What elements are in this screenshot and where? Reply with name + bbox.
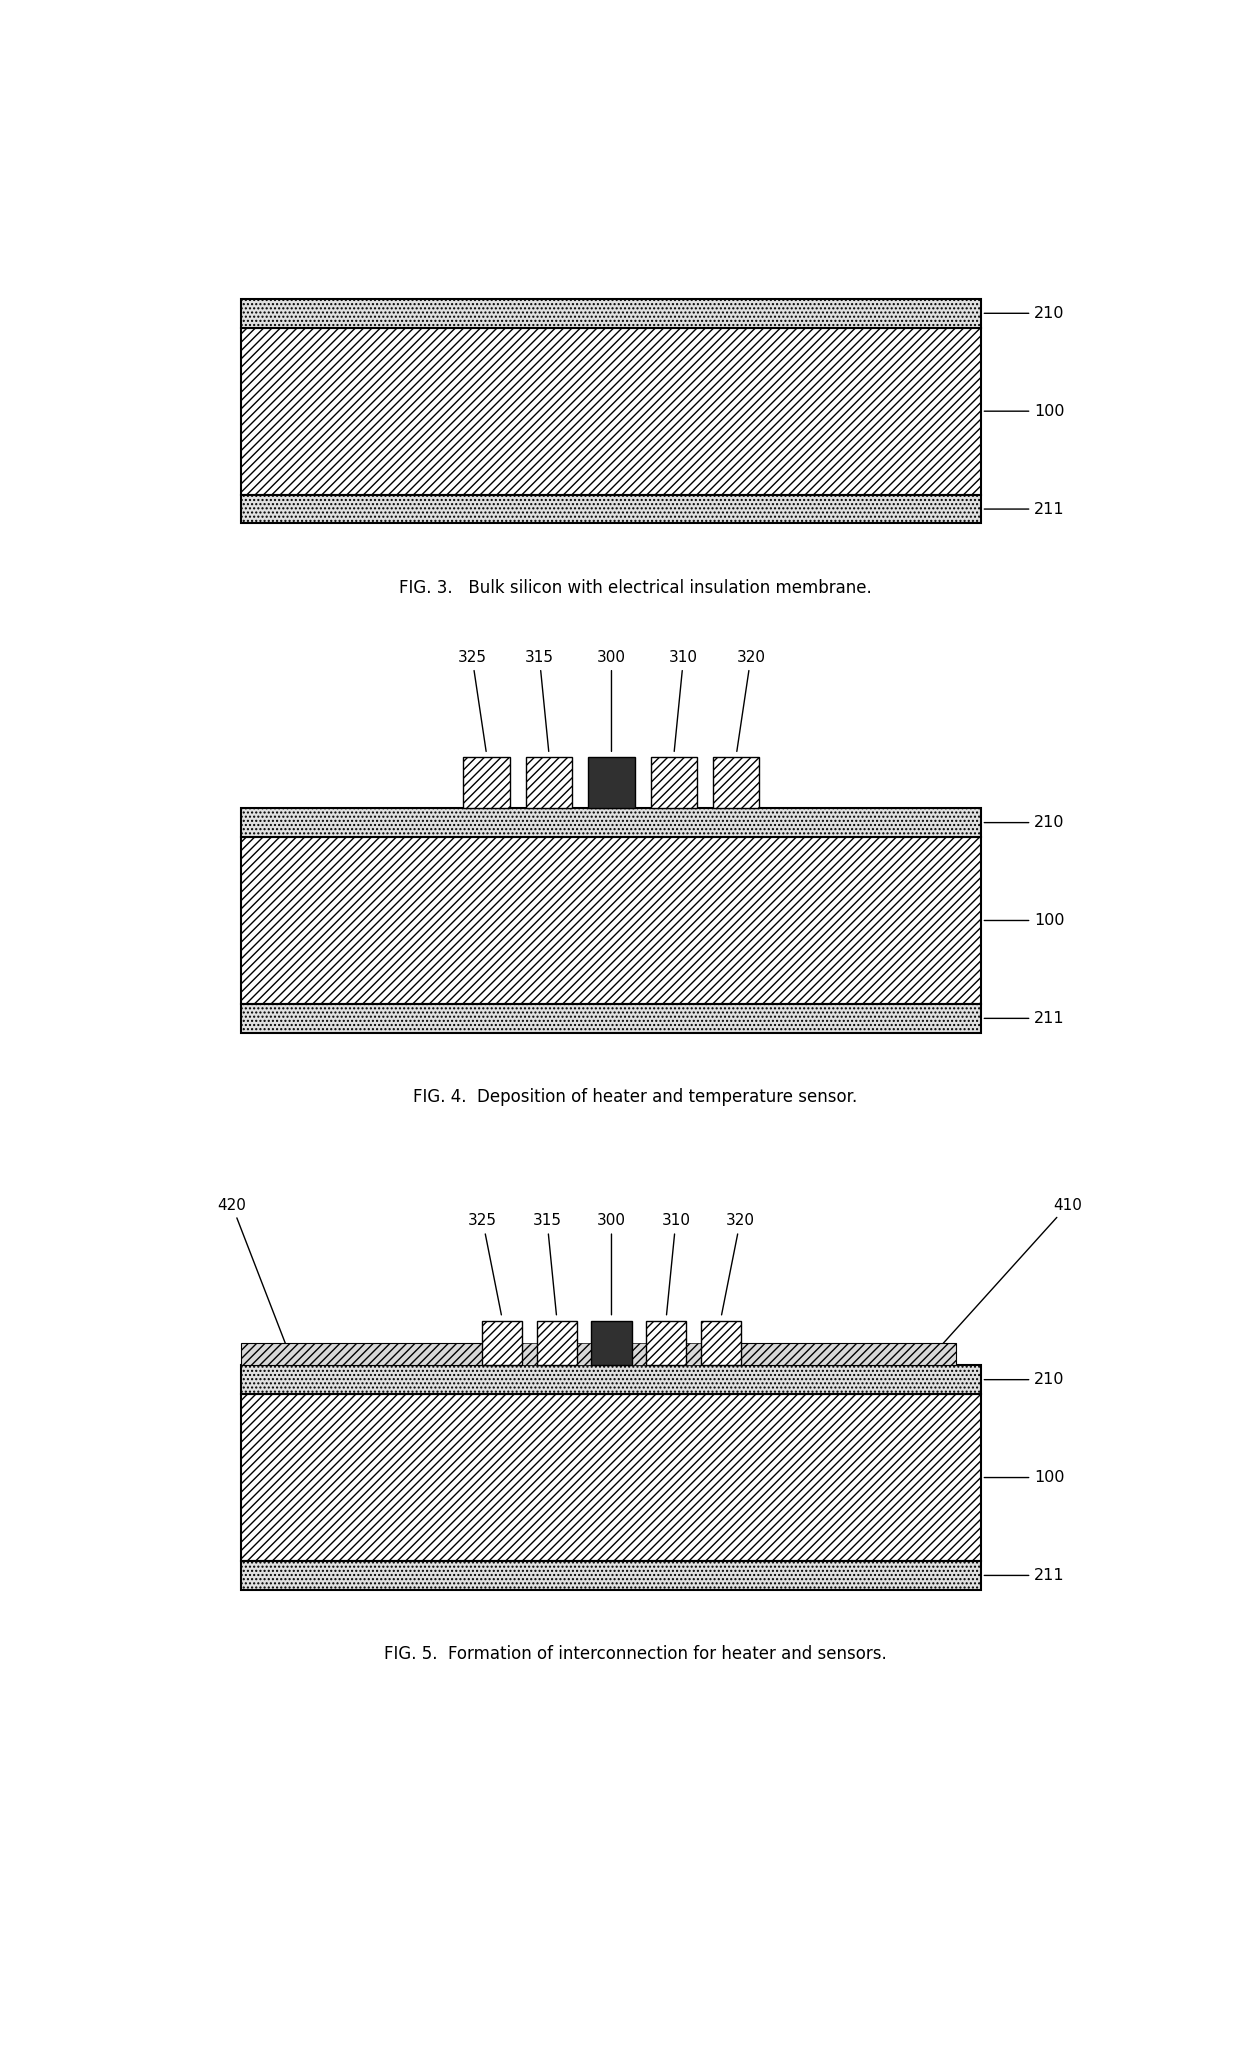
Bar xyxy=(242,1005,982,1034)
Bar xyxy=(242,837,982,1005)
Text: 320: 320 xyxy=(737,649,765,752)
Bar xyxy=(577,1344,591,1366)
Bar xyxy=(242,1393,982,1561)
Bar xyxy=(713,757,759,808)
Text: 300: 300 xyxy=(596,1213,626,1315)
Bar xyxy=(464,757,510,808)
Bar xyxy=(589,757,635,808)
Text: 211: 211 xyxy=(985,1011,1065,1025)
Text: 210: 210 xyxy=(985,814,1065,831)
Bar xyxy=(631,1344,646,1366)
Text: 300: 300 xyxy=(596,649,626,752)
Text: 100: 100 xyxy=(985,914,1065,928)
Bar xyxy=(651,757,697,808)
Bar xyxy=(242,1561,982,1590)
Bar xyxy=(481,1321,522,1366)
Text: 325: 325 xyxy=(469,1213,501,1315)
Text: 310: 310 xyxy=(661,1213,691,1315)
Text: 320: 320 xyxy=(722,1213,755,1315)
Text: 210: 210 xyxy=(985,306,1065,320)
Bar xyxy=(242,808,982,837)
Text: 315: 315 xyxy=(533,1213,562,1315)
Bar xyxy=(591,1321,631,1366)
Text: FIG. 5.  Formation of interconnection for heater and sensors.: FIG. 5. Formation of interconnection for… xyxy=(384,1645,887,1664)
Bar xyxy=(701,1321,742,1366)
Bar xyxy=(242,300,982,329)
Text: 210: 210 xyxy=(985,1372,1065,1387)
Text: 211: 211 xyxy=(985,1569,1065,1583)
Text: 315: 315 xyxy=(525,649,554,752)
Text: FIG. 4.  Deposition of heater and temperature sensor.: FIG. 4. Deposition of heater and tempera… xyxy=(413,1089,858,1106)
Bar xyxy=(526,757,572,808)
Bar xyxy=(537,1321,577,1366)
Bar xyxy=(242,1366,982,1393)
Text: 100: 100 xyxy=(985,1470,1065,1484)
Text: 420: 420 xyxy=(217,1197,289,1352)
Bar xyxy=(687,1344,701,1366)
Text: 211: 211 xyxy=(985,502,1065,517)
Text: 100: 100 xyxy=(985,403,1065,420)
Bar xyxy=(732,1344,956,1366)
Text: 310: 310 xyxy=(670,649,698,752)
Bar xyxy=(242,329,982,494)
Text: FIG. 3.   Bulk silicon with electrical insulation membrane.: FIG. 3. Bulk silicon with electrical ins… xyxy=(399,579,872,597)
Bar xyxy=(522,1344,537,1366)
Text: 325: 325 xyxy=(458,649,486,752)
Bar xyxy=(242,494,982,523)
Text: 410: 410 xyxy=(935,1197,1083,1352)
Bar xyxy=(242,1344,507,1366)
Bar xyxy=(646,1321,687,1366)
